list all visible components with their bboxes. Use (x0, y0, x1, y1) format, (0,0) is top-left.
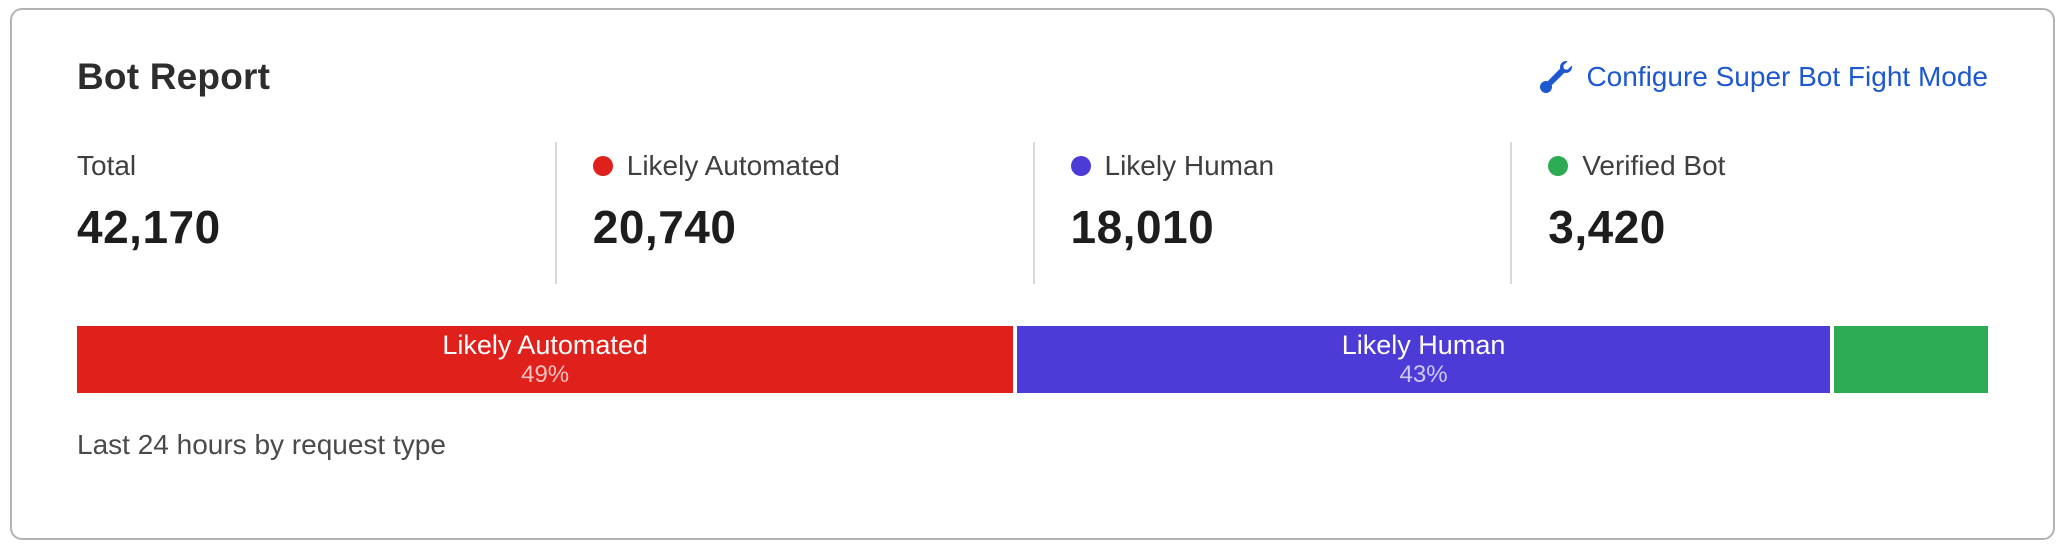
likely-human-dot-icon (1070, 156, 1091, 176)
stat-likely-human: Likely Human 18,010 (1032, 142, 1511, 284)
chart-caption: Last 24 hours by request type (77, 429, 446, 460)
stat-label-row: Likely Automated (592, 150, 1033, 182)
stat-value-verified-bot: 3,420 (1548, 201, 1666, 253)
bar-segment-verified-bot (1833, 326, 1988, 393)
stat-label-row: Verified Bot (1548, 150, 1988, 182)
verified-bot-dot-icon (1548, 156, 1569, 176)
likely-automated-dot-icon (592, 156, 613, 176)
stat-label-row: Likely Human (1070, 150, 1511, 182)
stats-row: Total 42,170 Likely Automated 20,740 Lik… (77, 142, 1988, 284)
configure-super-bot-fight-mode-link[interactable]: Configure Super Bot Fight Mode (1540, 61, 1988, 93)
stat-label-verified-bot: Verified Bot (1582, 150, 1726, 181)
bar-segment-label: Likely Automated (442, 329, 648, 360)
bar-segment-percent: 43% (1399, 360, 1448, 388)
bar-segment-label: Likely Human (1341, 329, 1506, 360)
bar-segment-likely-human: Likely Human 43% (1017, 326, 1830, 393)
wrench-icon (1540, 61, 1573, 93)
stat-value-likely-human: 18,010 (1070, 201, 1215, 253)
bot-report-card: Bot Report Configure Super Bot Fight Mod… (10, 8, 2055, 540)
stat-likely-automated: Likely Automated 20,740 (554, 142, 1033, 284)
stat-verified-bot: Verified Bot 3,420 (1510, 142, 1988, 284)
page-title: Bot Report (77, 56, 271, 97)
stat-total: Total 42,170 (77, 142, 555, 284)
stat-label-row: Total (77, 150, 555, 182)
bar-segment-percent: 49% (521, 360, 570, 388)
stacked-bar-chart: Likely Automated 49% Likely Human 43% (77, 326, 1988, 393)
stat-label-total: Total (77, 150, 137, 181)
stat-label-likely-automated: Likely Automated (626, 150, 840, 181)
stat-value-total: 42,170 (77, 201, 221, 253)
stat-value-likely-automated: 20,740 (592, 201, 737, 253)
card-header: Bot Report Configure Super Bot Fight Mod… (77, 56, 1988, 98)
configure-link-label: Configure Super Bot Fight Mode (1586, 61, 1988, 92)
stat-label-likely-human: Likely Human (1104, 150, 1275, 181)
bar-segment-likely-automated: Likely Automated 49% (77, 326, 1014, 393)
